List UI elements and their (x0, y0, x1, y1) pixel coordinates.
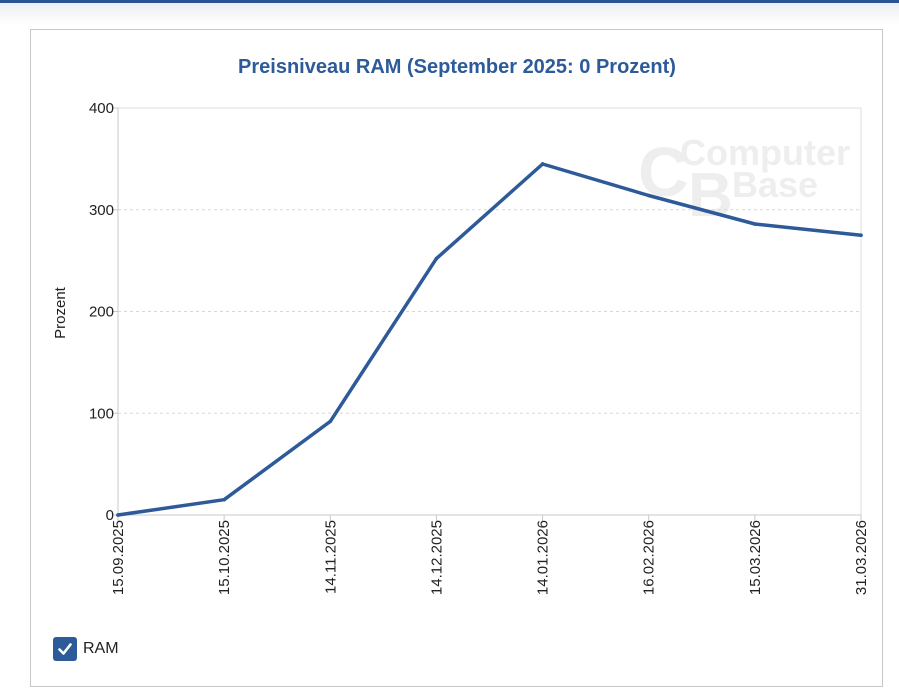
data-point (646, 193, 651, 198)
watermark-base: Base (732, 164, 818, 205)
x-tick-label: 31.03.2026 (853, 520, 870, 595)
y-tick-label: 0 (106, 507, 114, 524)
data-point (540, 162, 545, 166)
data-point (753, 222, 757, 226)
top-shade (0, 3, 899, 25)
data-point (116, 513, 120, 517)
watermark-b: B (688, 161, 733, 230)
data-point (434, 256, 439, 261)
x-tick-label: 15.10.2025 (216, 520, 233, 595)
chart-frame (30, 29, 883, 687)
y-tick-labels: 0 100 200 300 400 (89, 100, 114, 524)
y-tick-label: 200 (89, 304, 114, 321)
grid-lines (118, 209, 861, 414)
series-ram (116, 162, 863, 517)
watermark-computer: Computer (680, 132, 850, 173)
x-tick-label: 15.03.2026 (747, 520, 764, 595)
watermark-logo: C B Computer Base (638, 132, 850, 230)
x-tick-label: 15.09.2025 (110, 520, 127, 595)
x-tick-label: 14.01.2026 (535, 520, 552, 595)
legend-checkbox[interactable] (53, 636, 77, 661)
data-point (222, 497, 226, 502)
data-point (859, 233, 863, 237)
top-accent-bar (0, 0, 899, 3)
legend-label: RAM (83, 639, 119, 657)
legend-item-ram[interactable]: RAM (53, 636, 119, 661)
y-tick-label: 100 (89, 405, 114, 422)
y-tick-label: 400 (89, 100, 114, 117)
x-tick-label: 14.12.2025 (428, 520, 445, 595)
y-axis-label: Prozent (52, 286, 69, 339)
x-tick-labels: 15.09.2025 15.10.2025 14.11.2025 14.12.2025… (110, 520, 870, 595)
y-tick-label: 300 (89, 202, 114, 219)
x-tick-label: 16.02.2026 (641, 520, 658, 595)
series-line-ram (116, 162, 863, 517)
data-point (328, 419, 333, 424)
chart-title: Preisniveau RAM (September 2025: 0 Proze… (238, 56, 676, 78)
x-tick-label: 14.11.2025 (322, 520, 339, 594)
checkmark-icon (58, 642, 72, 655)
axes (112, 107, 862, 521)
